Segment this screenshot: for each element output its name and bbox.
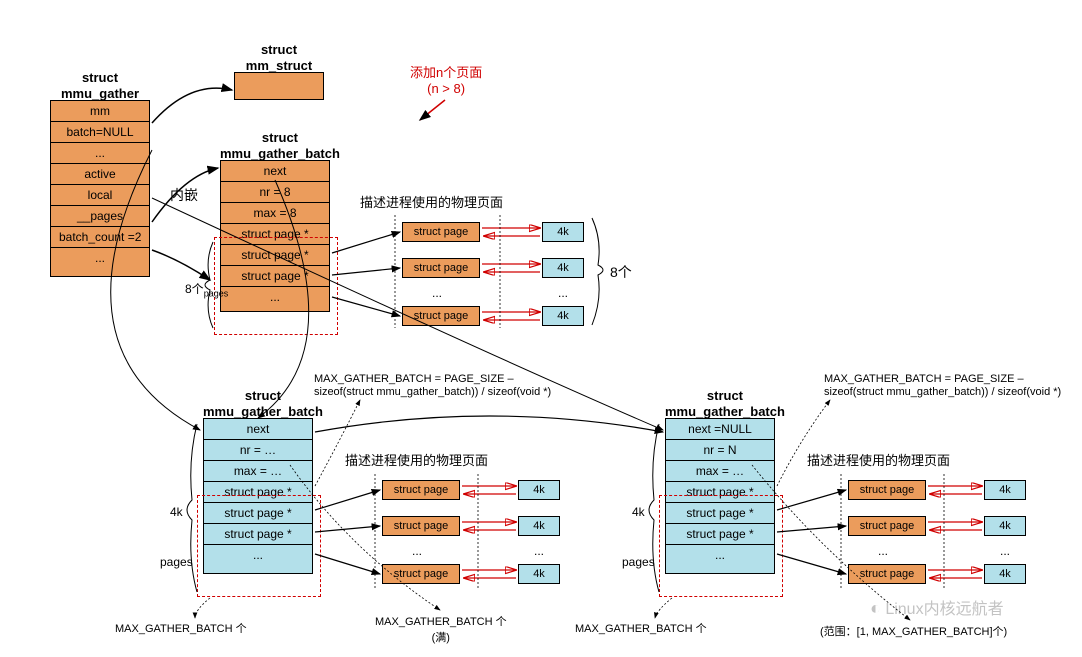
b2-4k2: ... <box>534 544 544 558</box>
mm-struct-body <box>234 72 324 100</box>
eight-left: 8个pages <box>185 280 228 298</box>
embed-label: 内嵌 <box>170 185 198 205</box>
batch2-title: struct mmu_gather_batch <box>203 388 323 419</box>
b1-sp2: ... <box>432 286 442 300</box>
mm-struct: struct mm_struct <box>234 42 324 100</box>
batch3-next: next =NULL <box>665 418 775 440</box>
mmu-gather-field-7: ... <box>50 247 150 277</box>
b2-sp2: ... <box>412 544 422 558</box>
b1-4k0: 4k <box>542 222 584 242</box>
batch3-phys-title: 描述进程使用的物理页面 <box>807 450 950 469</box>
mmu-gather-field-6: batch_count =2 <box>50 226 150 248</box>
watermark: ◐ Linux内核远航者 <box>870 595 1004 619</box>
b3-4k0: 4k <box>984 480 1026 500</box>
batch2-dashed <box>197 495 321 597</box>
b1-sp0: struct page <box>402 222 480 242</box>
mm-struct-title: struct mm_struct <box>234 42 324 73</box>
batch1-next: next <box>220 160 330 182</box>
mmu-gather-field-3: active <box>50 163 150 185</box>
maxb-b3-left: MAX_GATHER_BATCH 个 <box>575 620 707 636</box>
batch1-phys-title: 描述进程使用的物理页面 <box>360 192 503 211</box>
b2-4k1: 4k <box>518 516 560 536</box>
mmu-gather-field-1: batch=NULL <box>50 121 150 143</box>
batch2-max: max = … <box>203 460 313 482</box>
b3-4k1: 4k <box>984 516 1026 536</box>
batch1-max: max = 8 <box>220 202 330 224</box>
batch3-nr: nr = N <box>665 439 775 461</box>
b2-4k0: 4k <box>518 480 560 500</box>
b1-4k3: 4k <box>542 306 584 326</box>
batch2-next: next <box>203 418 313 440</box>
mmu-gather-field-4: local <box>50 184 150 206</box>
b1-4k2: ... <box>558 286 568 300</box>
b1-4k1: 4k <box>542 258 584 278</box>
batch3-max: max = … <box>665 460 775 482</box>
mmu-gather-field-2: ... <box>50 142 150 164</box>
batch3-4k: 4k <box>632 505 645 519</box>
formula-b3: MAX_GATHER_BATCH = PAGE_SIZE –sizeof(str… <box>824 373 1061 399</box>
formula-b2: MAX_GATHER_BATCH = PAGE_SIZE –sizeof(str… <box>314 373 551 399</box>
maxb-b2-right: MAX_GATHER_BATCH 个(满) <box>375 613 507 645</box>
mmu-gather-title: struct mmu_gather <box>50 70 150 101</box>
mmu-gather-field-0: mm <box>50 100 150 122</box>
batch2-phys-title: 描述进程使用的物理页面 <box>345 450 488 469</box>
range-b3: (范围：[1, MAX_GATHER_BATCH]个) <box>820 623 1007 639</box>
b3-sp3: struct page <box>848 564 926 584</box>
eight-right: 8个 <box>610 262 632 282</box>
batch2-nr: nr = … <box>203 439 313 461</box>
b3-4k3: 4k <box>984 564 1026 584</box>
b3-sp2: ... <box>878 544 888 558</box>
batch3-title: struct mmu_gather_batch <box>665 388 785 419</box>
batch1-title: struct mmu_gather_batch <box>220 130 340 161</box>
batch1-dashed <box>214 237 338 335</box>
mmu-gather: struct mmu_gather mm batch=NULL ... acti… <box>50 70 150 277</box>
b2-sp1: struct page <box>382 516 460 536</box>
batch2-pages: pages <box>160 555 193 569</box>
maxb-b2-left: MAX_GATHER_BATCH 个 <box>115 620 247 636</box>
b1-sp1: struct page <box>402 258 480 278</box>
b3-4k2: ... <box>1000 544 1010 558</box>
b2-4k3: 4k <box>518 564 560 584</box>
mmu-gather-field-5: __pages <box>50 205 150 227</box>
batch3-pages: pages <box>622 555 655 569</box>
b1-sp3: struct page <box>402 306 480 326</box>
batch1-nr: nr = 8 <box>220 181 330 203</box>
b3-sp1: struct page <box>848 516 926 536</box>
batch2-4k: 4k <box>170 505 183 519</box>
batch3-dashed <box>659 495 783 597</box>
b3-sp0: struct page <box>848 480 926 500</box>
b2-sp0: struct page <box>382 480 460 500</box>
b2-sp3: struct page <box>382 564 460 584</box>
red-add-pages: 添加n个页面 (n > 8) <box>410 62 482 96</box>
